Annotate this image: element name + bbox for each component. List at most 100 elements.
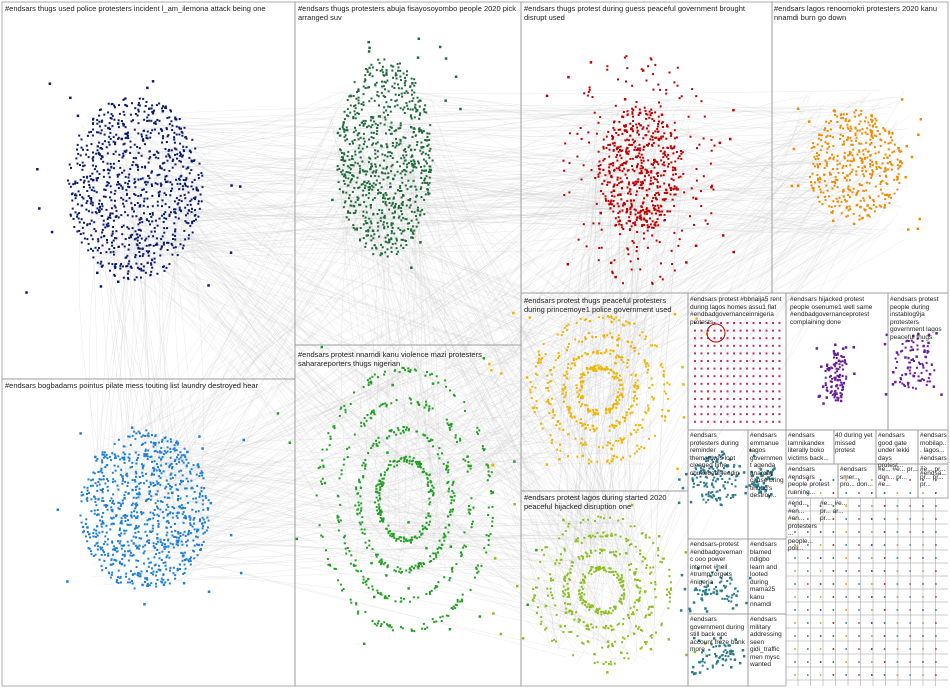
node — [629, 134, 632, 137]
edge — [592, 230, 837, 350]
node — [137, 493, 140, 496]
node — [159, 538, 162, 541]
node — [150, 441, 153, 444]
node — [170, 242, 173, 245]
node — [340, 156, 343, 159]
edge — [185, 501, 437, 516]
node — [409, 85, 412, 88]
node — [364, 78, 367, 81]
node — [85, 498, 88, 501]
node — [179, 568, 181, 570]
node — [358, 164, 361, 167]
node — [893, 143, 896, 146]
node — [159, 483, 162, 486]
node — [198, 475, 201, 477]
node — [648, 142, 650, 145]
node — [113, 442, 116, 445]
node — [170, 472, 173, 475]
edge — [556, 402, 595, 594]
node — [166, 241, 169, 244]
node — [187, 462, 190, 465]
node — [369, 72, 372, 75]
node — [813, 155, 816, 158]
node — [177, 441, 180, 444]
node — [156, 540, 159, 543]
node — [191, 181, 194, 184]
edge — [171, 452, 423, 537]
node — [163, 265, 166, 268]
node — [629, 188, 632, 191]
node — [115, 133, 118, 136]
node — [642, 182, 644, 185]
node — [384, 118, 387, 121]
node — [174, 153, 176, 156]
node — [159, 508, 162, 511]
node — [849, 189, 852, 192]
node — [121, 233, 124, 236]
node — [629, 144, 632, 147]
node — [413, 84, 416, 87]
edge — [430, 199, 446, 568]
node — [361, 147, 364, 150]
node — [118, 104, 120, 107]
node — [357, 99, 360, 102]
node — [159, 165, 162, 168]
node — [120, 544, 123, 547]
node — [563, 169, 566, 172]
node — [340, 159, 343, 161]
node — [198, 520, 201, 523]
node — [106, 504, 109, 507]
node — [354, 201, 357, 204]
node — [100, 525, 103, 528]
node — [141, 188, 144, 191]
edge — [576, 156, 871, 664]
node — [133, 479, 136, 481]
node — [170, 110, 172, 113]
node — [180, 469, 183, 472]
node — [135, 458, 138, 461]
node — [377, 620, 380, 623]
node — [435, 556, 438, 559]
node — [625, 129, 628, 132]
node — [134, 480, 137, 483]
edge — [141, 521, 449, 543]
node — [626, 199, 629, 202]
node — [145, 218, 148, 221]
node — [403, 112, 406, 114]
node — [863, 208, 866, 211]
node — [153, 122, 156, 125]
node — [666, 191, 669, 194]
node — [694, 244, 698, 247]
node — [168, 123, 171, 126]
node — [146, 583, 149, 585]
node — [444, 57, 448, 60]
node — [907, 228, 910, 231]
edge — [170, 220, 613, 507]
node — [121, 502, 124, 505]
node — [206, 516, 209, 519]
node — [156, 463, 158, 466]
node — [651, 138, 654, 141]
node — [161, 235, 164, 238]
node — [366, 170, 369, 173]
edge — [367, 126, 564, 463]
node — [130, 426, 134, 429]
node — [375, 179, 378, 182]
node — [850, 143, 853, 146]
edge — [173, 83, 366, 188]
node — [99, 132, 102, 135]
node — [387, 105, 390, 108]
node — [839, 126, 842, 129]
node — [408, 144, 411, 147]
node — [429, 592, 431, 595]
node — [361, 194, 364, 197]
node — [116, 484, 119, 487]
node — [341, 169, 344, 172]
node — [418, 462, 421, 465]
node — [188, 172, 191, 175]
node — [656, 181, 659, 184]
node — [187, 191, 190, 194]
node — [128, 549, 131, 552]
node — [97, 498, 100, 501]
node — [109, 214, 111, 217]
